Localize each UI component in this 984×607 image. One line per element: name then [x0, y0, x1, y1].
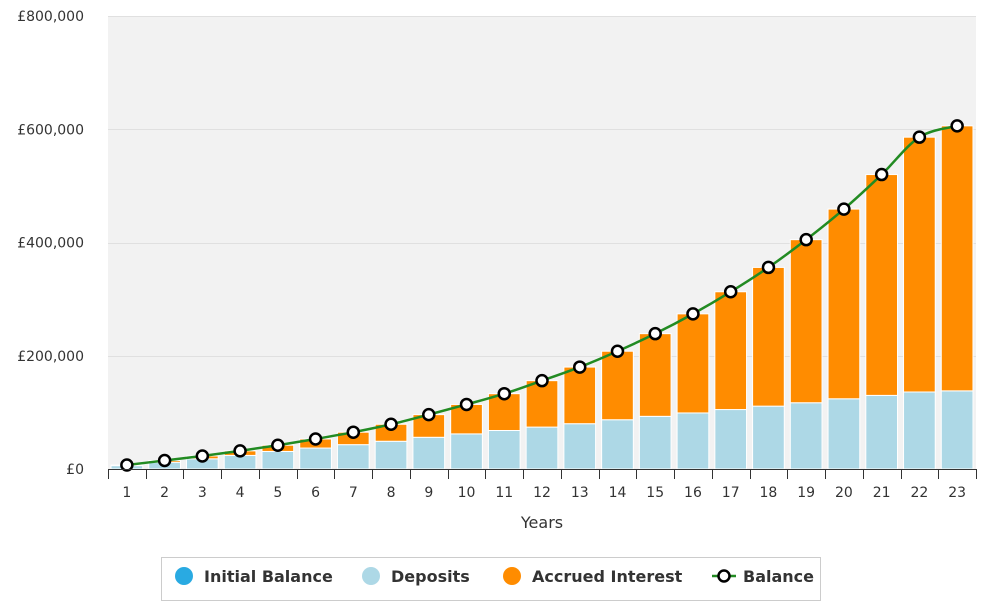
- balance-point: [648, 326, 662, 341]
- x-tick-label: 11: [495, 485, 513, 501]
- balance-point: [271, 438, 285, 452]
- bar-accrued-interest: [940, 125, 974, 392]
- balance-point: [950, 119, 964, 133]
- balance-point: [723, 285, 738, 299]
- bar-deposits: [563, 423, 597, 470]
- bar-accrued-interest: [752, 266, 785, 407]
- bar-accrued-interest: [827, 208, 861, 400]
- x-tick-label: 16: [684, 485, 702, 501]
- x-tick-label: 14: [609, 485, 627, 501]
- bar-deposits: [676, 412, 710, 470]
- bar-deposits: [789, 402, 823, 470]
- bar-deposits: [336, 444, 370, 470]
- balance-point: [799, 232, 813, 247]
- bar-accrued-interest: [903, 136, 936, 393]
- x-tick-label: 9: [424, 485, 433, 501]
- x-tick-label: 18: [760, 485, 778, 501]
- bar-deposits: [940, 390, 974, 470]
- balance-point: [422, 407, 436, 422]
- legend-symbol-dot: [175, 567, 193, 585]
- x-tick-label: 10: [458, 485, 476, 501]
- bar-deposits: [714, 409, 748, 470]
- bar-deposits: [487, 429, 521, 470]
- bar-accrued-interest: [601, 350, 634, 421]
- bar-accrued-interest: [638, 333, 672, 417]
- balance-point: [535, 373, 549, 388]
- x-tick-label: 21: [873, 485, 891, 501]
- bar-deposits: [450, 433, 483, 470]
- x-tick-label: 5: [273, 485, 282, 501]
- x-tick-label: 15: [646, 485, 664, 501]
- balance-point: [195, 449, 210, 463]
- bar-deposits: [601, 419, 634, 470]
- bar-deposits: [412, 436, 446, 470]
- balance-point: [308, 432, 323, 446]
- balance-point: [610, 344, 625, 358]
- balance-point: [686, 307, 700, 321]
- x-tick-label: 8: [387, 485, 396, 501]
- y-tick-label: £400,000: [17, 236, 84, 252]
- balance-point: [874, 167, 889, 182]
- x-tick-label: 2: [160, 485, 169, 501]
- bar-deposits: [299, 447, 332, 470]
- balance-line-series: [120, 119, 964, 472]
- y-tick-label: £800,000: [17, 9, 84, 25]
- x-tick-label: 22: [910, 485, 928, 501]
- legend-label: Balance: [743, 567, 814, 586]
- bar-deposits: [827, 398, 861, 470]
- legend-label: Accrued Interest: [532, 567, 683, 586]
- balance-point: [157, 453, 172, 468]
- bar-series: [110, 125, 974, 470]
- x-tick-label: 17: [722, 485, 740, 501]
- x-axis-ticks: 1 2 3 4 5 6 7 8 9 10 11 12 13 14 15 16 17 18 19 20 21 22 23: [108, 469, 977, 501]
- x-axis-title: Years: [520, 513, 563, 532]
- y-tick-label: £200,000: [17, 349, 84, 365]
- x-tick-label: 1: [122, 485, 131, 501]
- balance-point: [346, 425, 361, 439]
- x-tick-label: 12: [533, 485, 551, 501]
- bar-accrued-interest: [714, 291, 748, 411]
- x-tick-label: 4: [236, 485, 245, 501]
- bar-deposits: [261, 450, 295, 470]
- x-tick-label: 19: [797, 485, 815, 501]
- bar-accrued-interest: [676, 313, 710, 414]
- bar-deposits: [752, 405, 785, 470]
- balance-point: [459, 397, 474, 412]
- legend-box: [161, 557, 821, 601]
- y-axis-ticks: £0 £200,000 £400,000 £600,000 £800,000: [17, 9, 84, 478]
- bar-deposits: [865, 394, 899, 470]
- balance-point: [497, 386, 512, 401]
- bar-accrued-interest: [789, 239, 823, 404]
- balance-point: [912, 130, 927, 144]
- y-tick-label: £0: [66, 462, 84, 478]
- legend-label: Deposits: [391, 567, 470, 586]
- legend: Initial Balance Deposits Accrued Interest B…: [161, 557, 821, 601]
- x-tick-label: 23: [948, 485, 966, 501]
- balance-point: [837, 202, 851, 216]
- bar-deposits: [525, 426, 559, 470]
- y-tick-label: £600,000: [17, 122, 84, 138]
- legend-symbol-dot: [362, 567, 380, 585]
- bar-deposits: [638, 415, 672, 470]
- bar-accrued-interest: [865, 174, 899, 396]
- balance-point: [761, 260, 776, 275]
- x-tick-label: 20: [835, 485, 853, 501]
- legend-label: Initial Balance: [204, 567, 333, 586]
- bar-deposits: [374, 440, 408, 470]
- legend-symbol-dot: [503, 567, 521, 585]
- balance-point: [233, 444, 247, 458]
- x-tick-label: 3: [198, 485, 207, 501]
- balance-point: [572, 360, 587, 374]
- legend-symbol-marker: [717, 569, 731, 583]
- balance-point: [384, 417, 398, 432]
- x-tick-label: 7: [349, 485, 358, 501]
- x-tick-label: 13: [571, 485, 589, 501]
- balance-point: [120, 458, 134, 472]
- bar-accrued-interest: [525, 380, 559, 428]
- x-tick-label: 6: [311, 485, 320, 501]
- bar-accrued-interest: [563, 366, 597, 425]
- bar-deposits: [903, 391, 936, 470]
